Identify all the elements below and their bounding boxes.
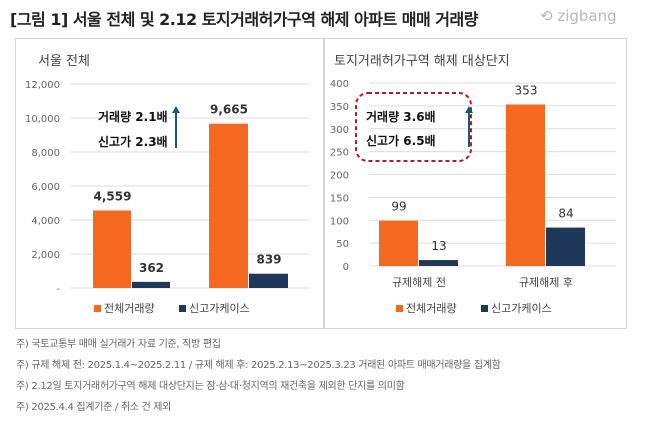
y-tick-label: 6,000 — [31, 182, 60, 193]
bar-total — [93, 210, 131, 288]
data-label: 839 — [256, 253, 281, 267]
y-tick-label: 4,000 — [31, 216, 60, 227]
data-label: 353 — [515, 84, 538, 98]
footnote: 주) 2.12일 토지거래허가구역 해제 대상단지는 잠·삼·대·청지역의 재건… — [16, 381, 405, 392]
footnote: 주) 규제 해제 전: 2025.1.4~2025.2.11 / 규제 해제 후… — [16, 360, 501, 371]
bar-total — [209, 123, 248, 288]
annotation-text: 거래량 3.6배 — [366, 109, 436, 124]
x-tick-label: 규제해제 후 — [519, 275, 573, 289]
x-tick-label: 규제해제 전 — [392, 275, 446, 289]
legend-label: 전체거래량 — [406, 302, 457, 315]
annotation-text: 신고가 6.5배 — [366, 133, 436, 148]
legend-swatch — [179, 305, 186, 312]
chart-title: 서울 전체 — [38, 54, 90, 69]
bar-new-high — [132, 281, 170, 288]
y-tick-label: 0 — [343, 262, 349, 273]
legend-swatch — [396, 305, 403, 312]
bar-total — [506, 104, 545, 266]
y-tick-label: 100 — [330, 216, 349, 227]
y-tick-label: 12,000 — [25, 80, 60, 91]
bar-total — [379, 220, 418, 266]
y-tick-label: 200 — [330, 171, 349, 182]
data-label: 99 — [391, 200, 406, 214]
y-tick-label: 2,000 — [31, 250, 60, 261]
y-tick-label: 8,000 — [31, 148, 60, 159]
y-tick-label: 10,000 — [25, 114, 60, 125]
legend-label: 신고가케이스 — [189, 302, 250, 315]
chart-title: 토지거래허가구역 해제 대상단지 — [334, 54, 510, 69]
zigbang-logo: ⟲ zigbang — [540, 7, 617, 25]
up-arrow-icon — [465, 106, 473, 113]
data-label: 9,665 — [210, 103, 248, 117]
legend-label: 전체거래량 — [104, 302, 155, 315]
bar-new-high — [546, 227, 585, 266]
y-tick-label: - — [56, 284, 60, 295]
chart-seoul-panel: 서울 전체 - 2,000 4,000 6,000 8,000 10,000 12,000 4,… — [15, 38, 325, 329]
footnotes: 주) 국토교통부 매매 실거래가 자료 기준, 직방 편집 주) 규제 해제 전… — [16, 334, 501, 418]
bar-new-high — [419, 260, 458, 266]
legend-swatch — [481, 305, 488, 312]
legend-swatch — [94, 305, 101, 312]
footnote: 주) 국토교통부 매매 실거래가 자료 기준, 직방 편집 — [16, 339, 221, 350]
y-tick-label: 300 — [330, 125, 349, 136]
data-label: 4,559 — [94, 189, 132, 203]
data-label: 362 — [139, 261, 164, 275]
footnote: 주) 2025.4.4 집계기준 / 취소 건 제외 — [16, 402, 172, 413]
y-tick-label: 250 — [330, 148, 349, 159]
data-label: 84 — [558, 207, 573, 221]
y-tick-label: 50 — [336, 239, 349, 250]
y-tick-label: 400 — [330, 79, 349, 90]
figure-title: [그림 1] 서울 전체 및 2.12 토지거래허가구역 해제 아파트 매매 거… — [10, 10, 478, 29]
bar-new-high — [249, 273, 288, 288]
chart-deregulated-panel: 토지거래허가구역 해제 대상단지 0 50 100 150 200 250 300 350 400… — [323, 38, 627, 329]
y-tick-label: 350 — [330, 102, 349, 113]
annotation-box — [355, 92, 472, 162]
y-tick-label: 150 — [330, 193, 349, 204]
chart-deregulated: 토지거래허가구역 해제 대상단지 0 50 100 150 200 250 300 350 400… — [330, 54, 616, 315]
annotation-text: 신고가 2.3배 — [98, 134, 168, 149]
chart-seoul: 서울 전체 - 2,000 4,000 6,000 8,000 10,000 12,000 4,… — [25, 54, 309, 315]
legend-label: 신고가케이스 — [491, 302, 552, 315]
annotation-text: 거래량 2.1배 — [98, 109, 168, 124]
up-arrow-icon — [172, 106, 180, 113]
data-label: 13 — [431, 239, 446, 253]
